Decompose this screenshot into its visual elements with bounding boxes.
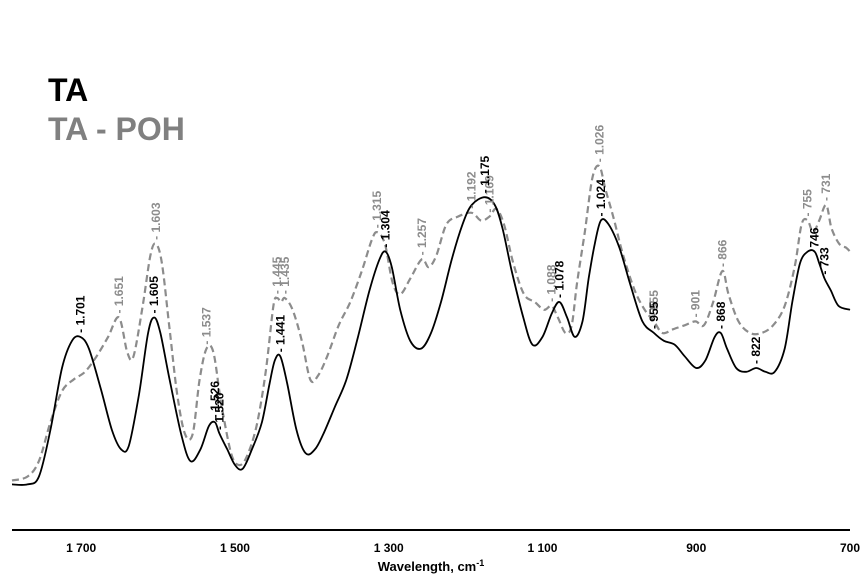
peak-label-ta-poh: - 1.537 (199, 307, 213, 345)
peak-label-ta-poh: - 1.169 (482, 175, 496, 213)
peak-label-ta: - 733 (818, 247, 832, 275)
peak-label-ta-poh: - 1.435 (278, 256, 292, 294)
peak-label-ta: - 1.605 (147, 276, 161, 314)
peak-label-ta-poh: - 1.445 (270, 256, 284, 294)
peak-label-ta-poh: - 866 (715, 239, 729, 267)
x-axis-label: Wavelength, cm-1 (378, 558, 485, 574)
peak-label-ta: - 1.304 (379, 210, 393, 248)
series-layer (11, 164, 851, 486)
peak-label-ta-poh: - 1.088 (545, 264, 559, 302)
peak-label-ta-poh: - 1.603 (149, 202, 163, 240)
legend-ta: TA (48, 72, 89, 108)
x-tick-label: 900 (686, 541, 706, 555)
peak-label-layer: - 1.651 - 1.603 - 1.537 - 1.445- 1.435 - 1.3… (73, 125, 833, 430)
peak-label-ta-poh: - 731 (819, 173, 833, 201)
peak-label-ta: - 868 (714, 301, 728, 329)
x-axis-label-superscript: -1 (476, 558, 484, 568)
x-tick-label: 1 300 (374, 541, 404, 555)
peak-label-ta-poh: - 1.257 (415, 218, 429, 256)
peak-label-ta: - 1.520 (213, 392, 227, 430)
x-tick-label: 700 (840, 541, 860, 555)
peak-label-ta-poh: - 1.026 (592, 125, 606, 163)
peak-label-ta: - 1.175 (478, 155, 492, 193)
peak-label-ta: 746 (808, 227, 822, 247)
peak-label-ta: - 1.526 (208, 381, 222, 419)
peak-label-ta: - 1.024 (594, 179, 608, 217)
peak-label-ta: - 1.701 (73, 295, 87, 333)
peak-label-ta: - 1.441 (273, 315, 287, 353)
x-tick-label: 1 100 (527, 541, 557, 555)
peak-label-ta-poh: - 755 (801, 189, 815, 217)
peak-label-ta-poh: - 901 (689, 290, 703, 318)
series-ta-line (11, 196, 851, 486)
x-tick-label: 1 500 (220, 541, 250, 555)
peak-label-ta: - 1.078 (552, 260, 566, 298)
peak-label-ta: - 822 (749, 336, 763, 364)
peak-label-ta-poh: - 1.651 (112, 276, 126, 314)
peak-label-ta-poh: - 955 (647, 290, 661, 318)
peak-label-ta-poh: - 1.315 (370, 191, 384, 229)
peak-label-ta: - 955 (647, 301, 661, 329)
legend-ta-poh: TA - POH (48, 111, 185, 147)
x-tick-label: 1 700 (66, 541, 96, 555)
peak-label-ta-poh: - 1.192 (465, 171, 479, 209)
x-tick-layer: 1 700 1 500 1 300 1 100 900 700 (66, 541, 860, 555)
series-ta-poh-line (11, 164, 851, 482)
